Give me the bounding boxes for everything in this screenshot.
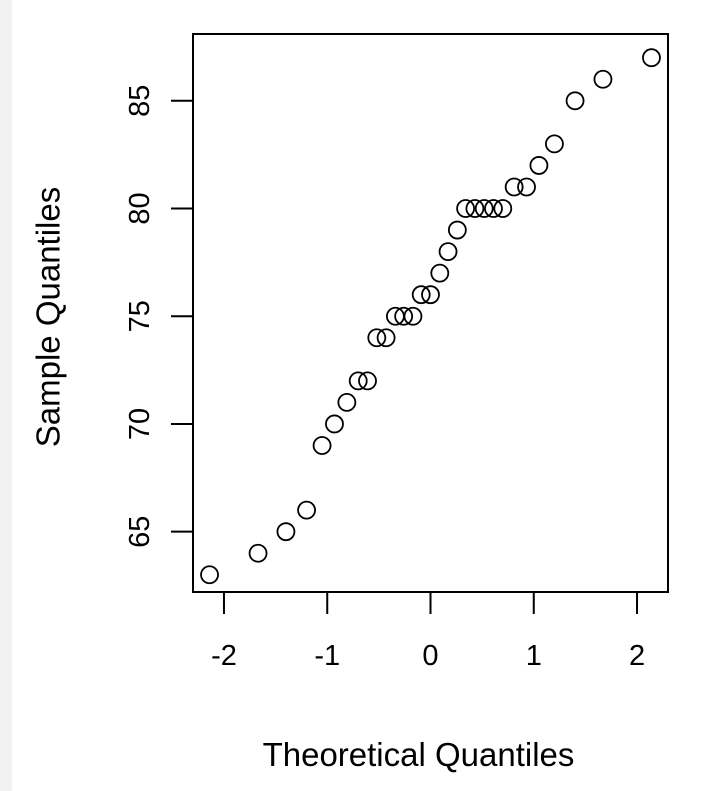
data-point [348,371,368,391]
y-axis: 65 70 75 80 85 [124,85,194,548]
data-point [493,199,513,218]
x-tick-label: -2 [211,640,237,672]
data-point [545,134,564,154]
x-tick-label: 2 [629,640,645,672]
data-point [297,500,316,520]
data-point [593,69,613,89]
data-point [517,177,536,197]
data-point [474,199,494,218]
data-point [421,285,440,305]
data-point [376,328,396,348]
plot-frame [192,33,669,593]
data-point [358,371,377,391]
x-tick-label: 1 [526,640,542,672]
y-tick-label: 85 [124,85,156,117]
data-point [642,48,661,68]
data-point [456,199,476,218]
y-tick-label: 75 [124,300,156,332]
qq-plot: -2 -1 0 1 2 65 70 75 80 85 Theoretical Quantiles… [30,33,669,773]
data-point [504,177,524,197]
data-point [430,263,450,283]
data-point [465,199,485,218]
y-tick-label: 70 [124,408,156,440]
data-point [438,242,458,261]
data-point [367,328,387,348]
data-points [200,48,661,585]
x-axis: -2 -1 0 1 2 [211,591,645,672]
data-point [312,436,332,455]
y-tick-label: 80 [124,192,156,224]
data-point [447,220,467,240]
data-point [565,91,585,111]
x-tick-label: 0 [422,640,438,672]
x-tick-label: -1 [314,640,340,672]
data-point [276,522,296,542]
data-point [337,393,357,412]
data-point [529,156,549,175]
data-point [403,306,423,326]
data-point [484,199,503,218]
chart-canvas: -2 -1 0 1 2 65 70 75 80 85 Theoretical Quantiles… [12,0,712,791]
data-point [394,306,414,326]
data-point [248,543,268,563]
data-point [200,565,219,585]
data-point [411,285,431,305]
data-point [325,414,344,434]
y-tick-label: 65 [124,516,156,548]
x-axis-title: Theoretical Quantiles [263,736,575,773]
y-axis-title: Sample Quantiles [30,187,67,447]
